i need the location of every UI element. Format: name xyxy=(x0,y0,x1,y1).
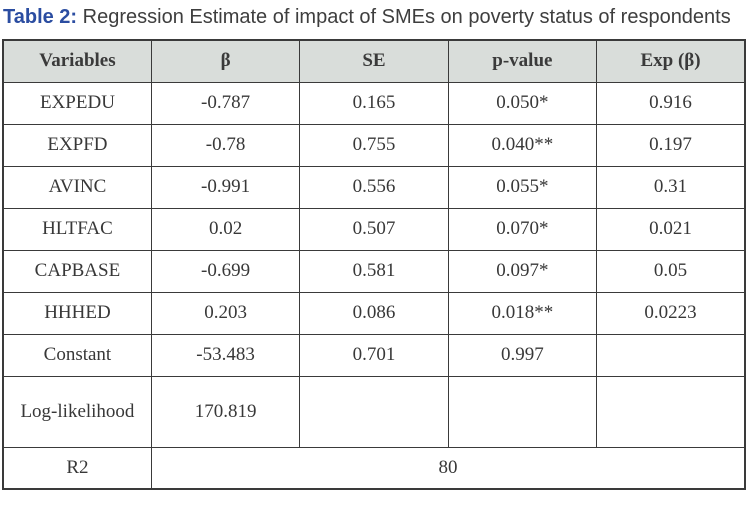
table-cell: -53.483 xyxy=(150,333,301,377)
table-cell: 0.507 xyxy=(299,207,449,251)
table-cell xyxy=(596,375,746,448)
table-cell: -0.787 xyxy=(150,81,301,125)
table-cell: 0.203 xyxy=(150,291,301,335)
table-cell: HHHED xyxy=(2,291,152,335)
table-row-hltfac: HLTFAC 0.02 0.507 0.070* 0.021 xyxy=(2,207,746,251)
table-cell: 0.097* xyxy=(447,249,598,293)
table-cell: 0.040** xyxy=(447,123,598,167)
table-cell: 0.018** xyxy=(447,291,598,335)
table-cell: 0.086 xyxy=(299,291,449,335)
column-header-pvalue: p-value xyxy=(447,39,598,83)
table-cell: 0.701 xyxy=(299,333,449,377)
table-cell: Log-likelihood xyxy=(2,375,152,448)
column-header-se: SE xyxy=(299,39,449,83)
table-caption: Table 2: Regression Estimate of impact o… xyxy=(3,4,751,31)
table-cell: CAPBASE xyxy=(2,249,152,293)
table-cell xyxy=(447,375,598,448)
table-row-capbase: CAPBASE -0.699 0.581 0.097* 0.05 xyxy=(2,249,746,293)
table-row-expedu: EXPEDU -0.787 0.165 0.050* 0.916 xyxy=(2,81,746,125)
table-cell: -0.991 xyxy=(150,165,301,209)
table-cell: EXPEDU xyxy=(2,81,152,125)
table-cell: HLTFAC xyxy=(2,207,152,251)
table-cell: 0.070* xyxy=(447,207,598,251)
table-cell: 0.165 xyxy=(299,81,449,125)
table-cell: Constant xyxy=(2,333,152,377)
table-cell: 0.055* xyxy=(447,165,598,209)
table-header-row: Variables β SE p-value Exp (β) xyxy=(2,39,746,83)
table-cell-r2-value: 80 xyxy=(150,446,746,490)
table-row-constant: Constant -53.483 0.701 0.997 xyxy=(2,333,746,377)
table-cell xyxy=(596,333,746,377)
table-row-r2: R2 80 xyxy=(2,446,746,490)
table-cell: 0.31 xyxy=(596,165,746,209)
table-cell: EXPFD xyxy=(2,123,152,167)
table-cell: AVINC xyxy=(2,165,152,209)
table-cell: 0.581 xyxy=(299,249,449,293)
table-cell: R2 xyxy=(2,446,152,490)
table-cell: 0.021 xyxy=(596,207,746,251)
column-header-exp-beta: Exp (β) xyxy=(596,39,746,83)
table-cell: 0.0223 xyxy=(596,291,746,335)
table-cell: 0.997 xyxy=(447,333,598,377)
table-cell: -0.699 xyxy=(150,249,301,293)
table-row-expfd: EXPFD -0.78 0.755 0.040** 0.197 xyxy=(2,123,746,167)
table-cell: 0.916 xyxy=(596,81,746,125)
table-cell xyxy=(299,375,449,448)
table-cell: 0.197 xyxy=(596,123,746,167)
regression-table: Variables β SE p-value Exp (β) EXPEDU -0… xyxy=(2,39,746,490)
table-cell: 0.050* xyxy=(447,81,598,125)
table-cell: 0.556 xyxy=(299,165,449,209)
table-cell: -0.78 xyxy=(150,123,301,167)
table-caption-text: Regression Estimate of impact of SMEs on… xyxy=(77,6,731,28)
table-cell: 0.755 xyxy=(299,123,449,167)
table-cell: 0.02 xyxy=(150,207,301,251)
table-row-log-likelihood: Log-likelihood 170.819 xyxy=(2,375,746,448)
table-cell: 170.819 xyxy=(150,375,301,448)
table-row-avinc: AVINC -0.991 0.556 0.055* 0.31 xyxy=(2,165,746,209)
column-header-variables: Variables xyxy=(2,39,152,83)
table-caption-label: Table 2: xyxy=(3,6,78,28)
table-cell: 0.05 xyxy=(596,249,746,293)
column-header-beta: β xyxy=(150,39,301,83)
table-row-hhhed: HHHED 0.203 0.086 0.018** 0.0223 xyxy=(2,291,746,335)
